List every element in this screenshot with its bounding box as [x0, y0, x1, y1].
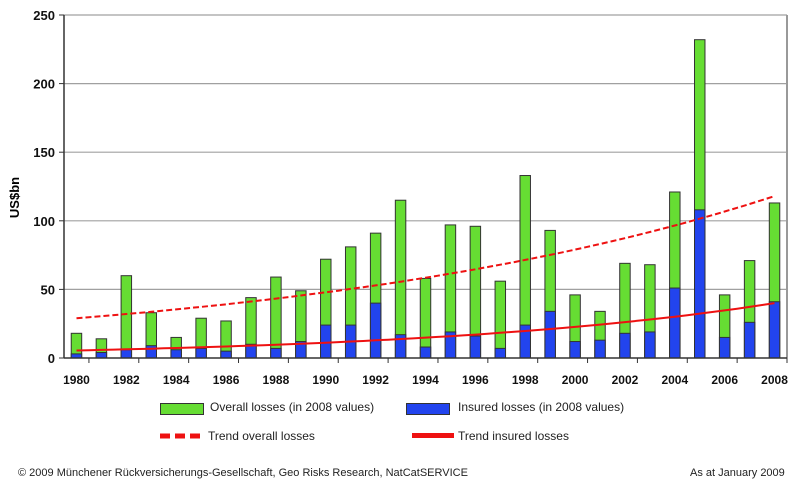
- footer-date: As at January 2009: [690, 467, 785, 479]
- x-tick-label: 1988: [263, 373, 290, 387]
- x-tick-label: 1994: [412, 373, 439, 387]
- legend-swatch-trend-overall: [160, 433, 204, 439]
- bar-overall-1994: [419, 277, 432, 359]
- legend-swatch-insured: [406, 403, 450, 415]
- x-tick-label: 1998: [512, 373, 539, 387]
- bar-insured-2001: [594, 339, 606, 359]
- bar-insured-1992: [369, 302, 382, 359]
- bar-overall-1997: [494, 280, 507, 359]
- trend-line-insured: [76, 302, 775, 352]
- legend: Overall losses (in 2008 values) Insured …: [160, 400, 760, 450]
- bar-insured-1996: [469, 335, 482, 359]
- legend-swatch-overall: [160, 403, 204, 415]
- y-tick-label: 200: [33, 77, 55, 92]
- legend-swatch-trend-insured: [412, 433, 454, 438]
- chart: 0 50 100 150 200 250 1980 1982 1984 1986 1988 1990 1…: [33, 8, 788, 387]
- bar-insured-2003: [644, 331, 656, 359]
- bar-insured-2008: [768, 301, 781, 359]
- bar-insured-1981: [95, 352, 108, 359]
- bar-overall-1988: [270, 276, 282, 359]
- legend-label-trend-insured: Trend insured losses: [458, 429, 569, 443]
- bar-insured-1994: [419, 346, 432, 359]
- y-tick-label: 150: [33, 145, 55, 160]
- bar-insured-1997: [494, 347, 507, 359]
- x-tick-label: 1984: [163, 373, 190, 387]
- x-tick-label: 2004: [661, 373, 688, 387]
- bar-insured-2005: [694, 209, 706, 359]
- bar-insured-2007: [743, 321, 756, 359]
- bar-insured-1984: [170, 349, 182, 359]
- x-tick-label: 1980: [63, 373, 90, 387]
- y-tick-label: 100: [33, 214, 55, 229]
- y-tick-label: 250: [33, 8, 55, 23]
- x-tick-label: 2002: [612, 373, 639, 387]
- trend-line-overall: [76, 195, 775, 320]
- legend-label-insured: Insured losses (in 2008 values): [458, 400, 625, 414]
- footer-source: © 2009 Münchener Rückversicherungs-Gesel…: [18, 467, 468, 479]
- bar-insured-2002: [619, 332, 631, 359]
- bar-insured-2006: [718, 336, 731, 359]
- x-tick-label: 1990: [312, 373, 339, 387]
- bar-insured-1999: [544, 310, 556, 359]
- x-tick-label: 1982: [113, 373, 140, 387]
- legend-label-trend-overall: Trend overall losses: [208, 429, 315, 443]
- y-tick-label: 50: [41, 282, 55, 297]
- x-tick-label: 1996: [462, 373, 489, 387]
- bar-insured-1982: [120, 349, 133, 359]
- bar-insured-1985: [195, 347, 207, 359]
- x-tick-label: 1986: [213, 373, 240, 387]
- y-axis-label-wrap: US$bn: [4, 160, 34, 240]
- bar-insured-1988: [270, 347, 282, 359]
- y-axis-label: US$bn: [7, 176, 23, 219]
- y-tick-label: 0: [48, 351, 55, 366]
- bar-insured-1983: [145, 345, 157, 359]
- x-tick-label: 2006: [711, 373, 738, 387]
- legend-label-overall: Overall losses (in 2008 values): [210, 400, 375, 414]
- x-tick-label: 2000: [562, 373, 589, 387]
- x-tick-label: 1992: [362, 373, 389, 387]
- bar-insured-2004: [669, 287, 681, 359]
- bar-overall-1982: [120, 275, 133, 359]
- x-tick-label: 2008: [761, 373, 788, 387]
- bar-insured-2000: [569, 341, 581, 359]
- bar-insured-1986: [220, 350, 232, 359]
